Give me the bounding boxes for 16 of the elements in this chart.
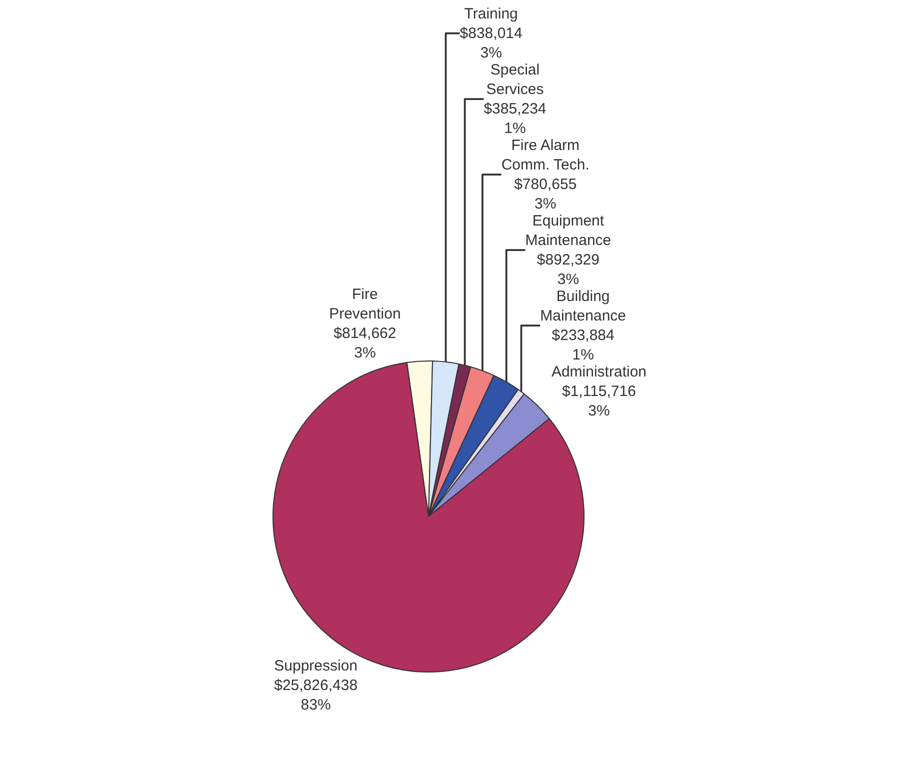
data-label: $1,115,716 3% — [562, 382, 636, 420]
slice-label: Training — [464, 5, 518, 22]
slice-label: Equipment Maintenance — [525, 212, 612, 249]
data-label: $780,655 3% — [514, 176, 577, 212]
data-label: $814,662 3% — [334, 324, 396, 362]
data-label: $233,884 1% — [552, 326, 614, 364]
slice-label: Administration — [551, 363, 646, 380]
data-label: $25,826,438 83% — [274, 676, 358, 714]
data-label: $892,329 3% — [536, 251, 600, 288]
slice-label: Fire Alarm Comm. Tech. — [501, 136, 590, 174]
slice-label: Special Services — [486, 61, 544, 98]
data-label: $838,014 3% — [460, 24, 522, 62]
slice-label: Building Maintenance — [540, 288, 626, 324]
slice-label: Fire Prevention — [329, 286, 401, 322]
slice-label: Suppression — [274, 657, 358, 674]
data-label: $385,234 1% — [484, 100, 546, 137]
